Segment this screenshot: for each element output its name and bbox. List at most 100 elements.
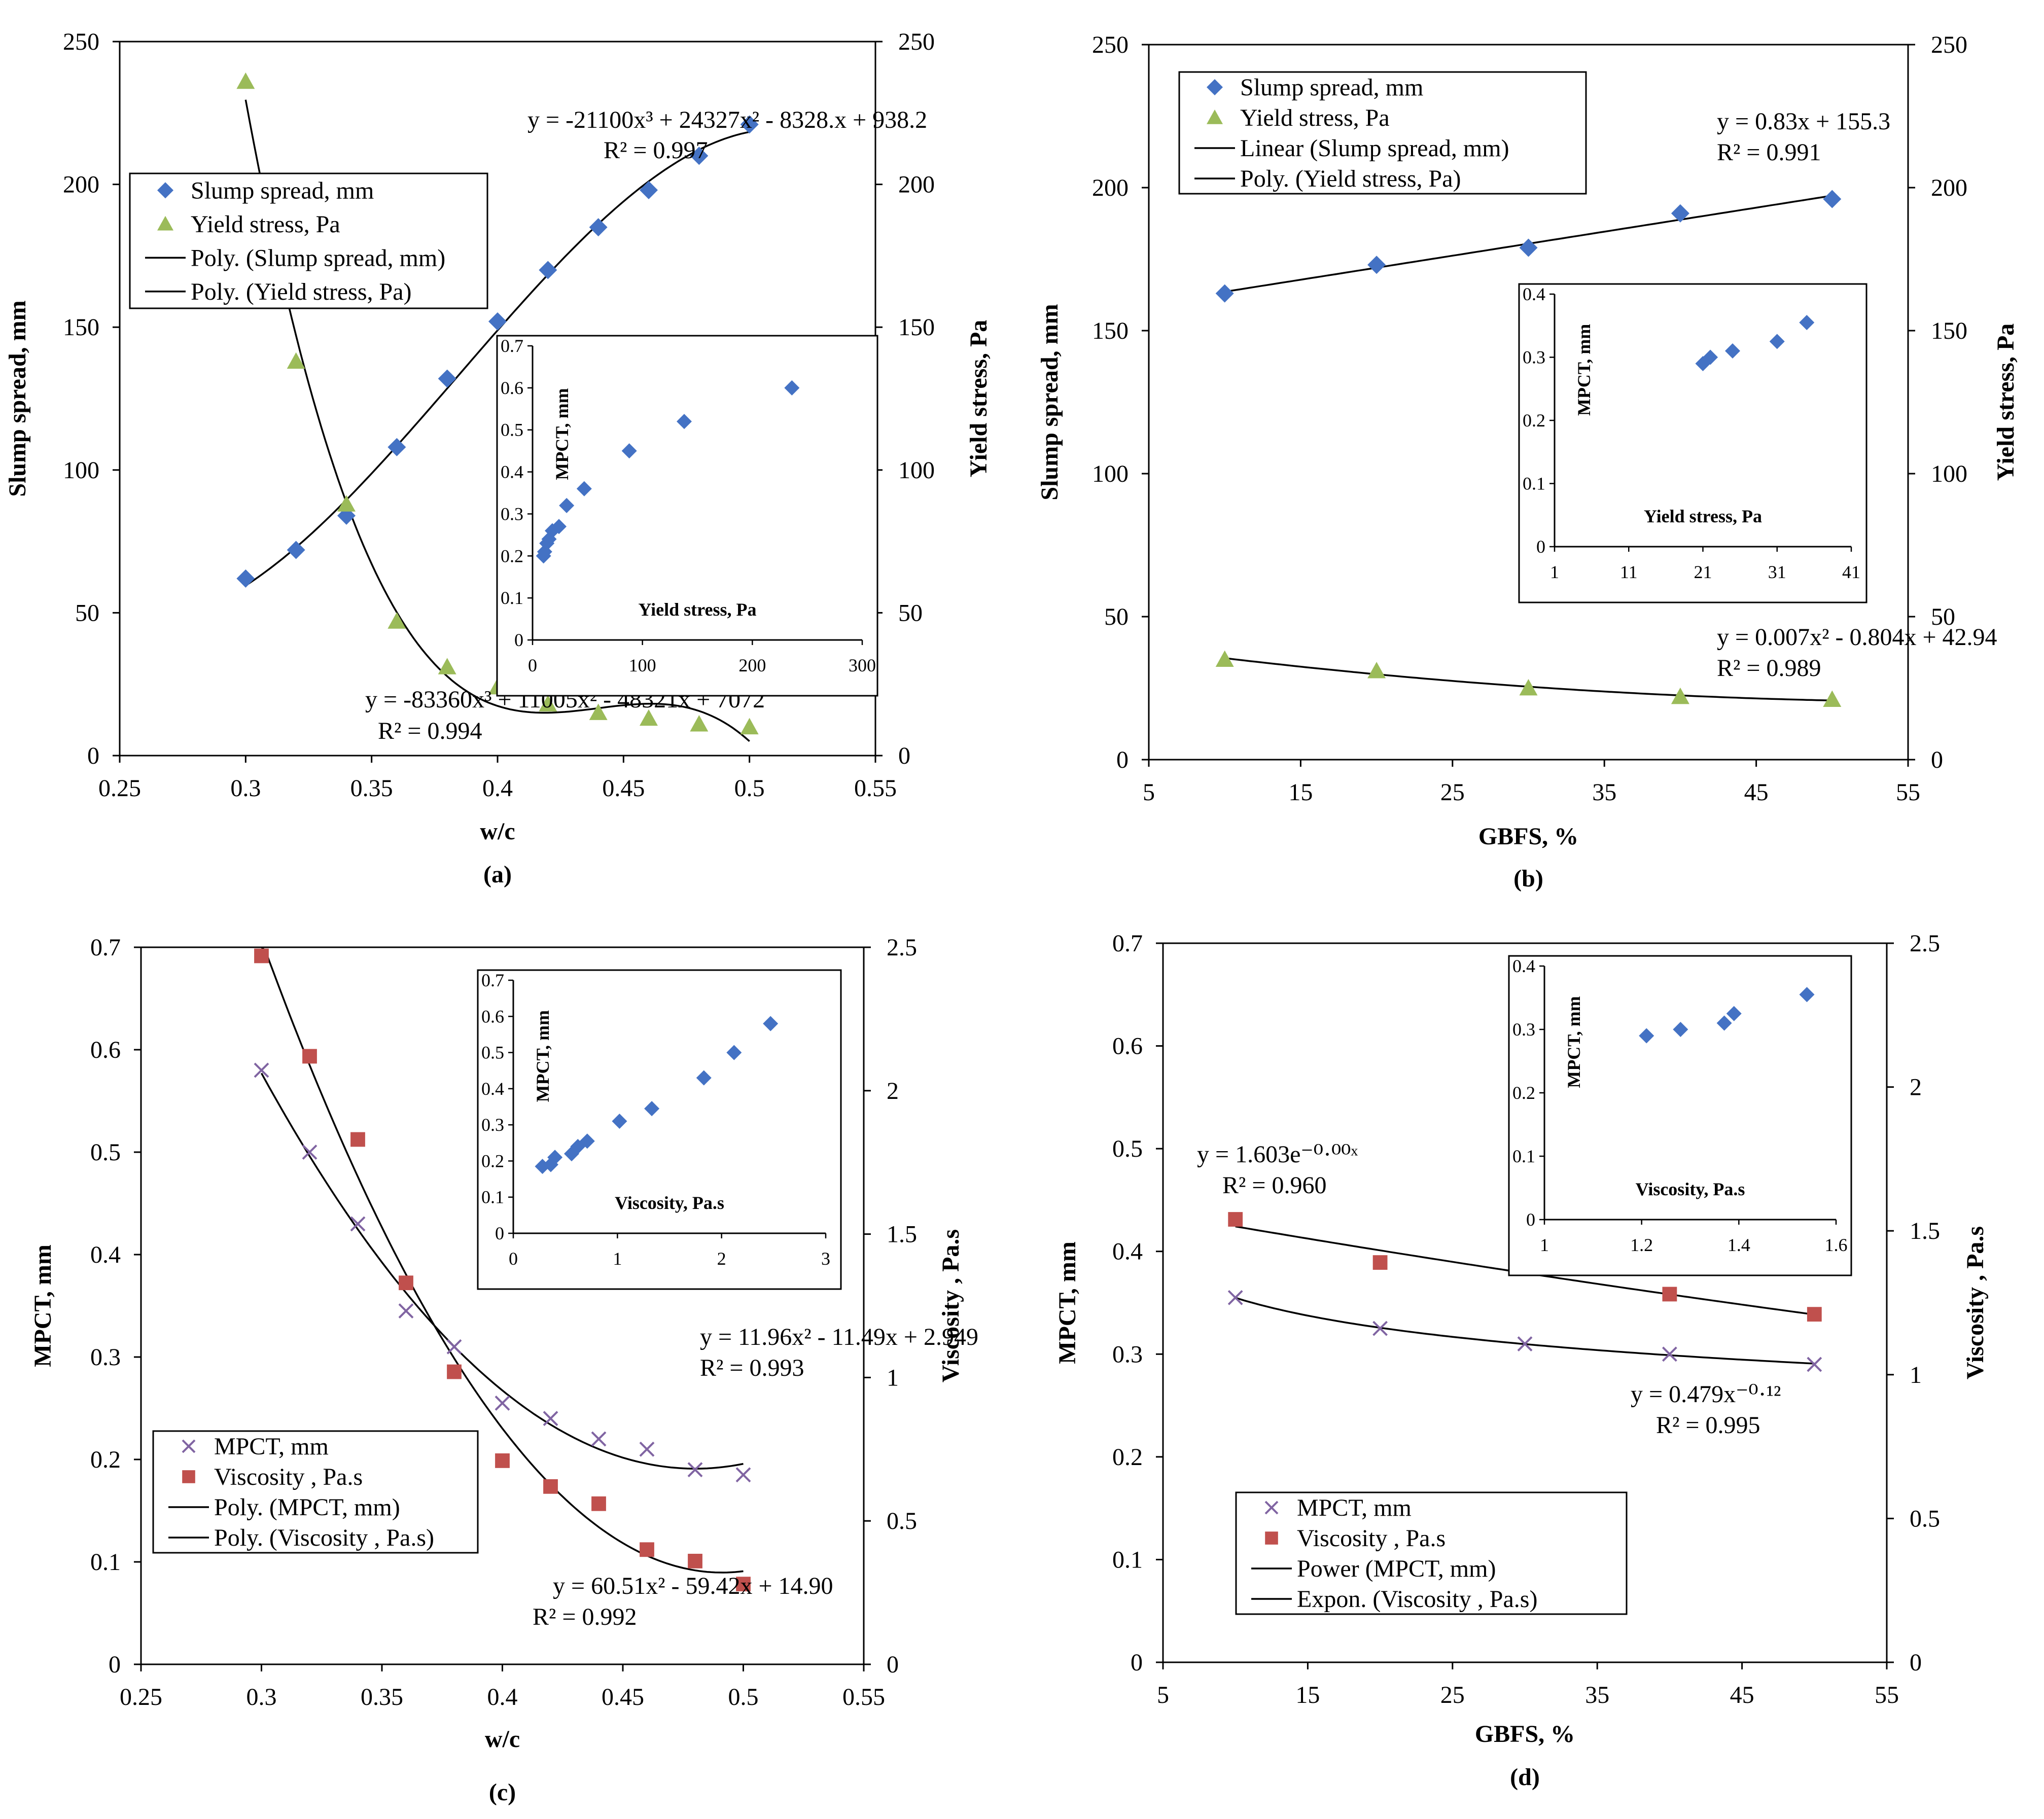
data-point-series-0 (1215, 284, 1234, 303)
y2-tick-label: 0.5 (887, 1508, 917, 1535)
y2-tick-label: 1.5 (1910, 1218, 1940, 1244)
inset-y-tick-label: 0.3 (501, 504, 523, 524)
y2-tick-label: 100 (1931, 460, 1967, 487)
inset-data-point (579, 1133, 595, 1149)
data-point-series-1 (1823, 690, 1842, 707)
inset-x-tick-label: 300 (849, 655, 876, 675)
x-axis-title: w/c (485, 1726, 520, 1753)
inset-y-tick-label: 0.4 (1523, 284, 1545, 304)
inset-frame (477, 969, 842, 1290)
y2-tick-label: 2 (887, 1078, 899, 1104)
legend-entry: MPCT, mm (214, 1433, 329, 1460)
inset-y-tick-label: 0 (495, 1223, 504, 1243)
data-point-series-0 (446, 1339, 462, 1354)
inset-y-tick-label: 0.2 (1523, 410, 1545, 431)
y-tick-label: 0.4 (90, 1241, 121, 1268)
data-point-series-1 (591, 1496, 606, 1511)
y-tick-label: 0 (1131, 1649, 1143, 1676)
data-point-series-1 (302, 1049, 317, 1064)
data-point-series-0 (1227, 1290, 1243, 1305)
x-tick-label: 0.5 (728, 1684, 759, 1710)
y2-tick-label: 2.5 (1910, 930, 1940, 957)
y2-tick-label: 250 (898, 28, 935, 55)
inset-x-tick-label: 1.6 (1825, 1235, 1848, 1255)
inset-x-tick-label: 1 (613, 1249, 622, 1269)
inset-data-point (1799, 987, 1815, 1003)
inset-x-title: Viscosity, Pa.s (615, 1193, 724, 1213)
legend-entry: Slump spread, mm (1240, 74, 1423, 101)
y-tick-label: 0.6 (90, 1037, 121, 1063)
x-tick-label: 0.5 (734, 775, 765, 802)
inset-x-tick-label: 1 (1540, 1235, 1549, 1255)
y2-tick-label: 250 (1931, 31, 1967, 58)
data-point-series-1 (1367, 662, 1386, 679)
inset-y-tick-label: 0.5 (501, 420, 523, 440)
legend-entry: Expon. (Viscosity , Pa.s) (1297, 1586, 1537, 1613)
data-point-series-1 (1519, 679, 1538, 696)
y-tick-label: 150 (1092, 317, 1129, 344)
inset-x-tick-label: 200 (738, 655, 766, 675)
data-point-series-1 (1671, 687, 1689, 704)
y2-axis-title: Yield stress, Pa (965, 320, 992, 478)
y-tick-label: 200 (1092, 174, 1129, 201)
trend-r2: R² = 0.960 (1222, 1172, 1326, 1199)
y2-tick-label: 200 (898, 171, 935, 198)
inset-y-tick-label: 0 (1536, 537, 1545, 557)
chart-panel-3: 5 15 25 35 45 55 0 0.1 0.2 0.3 0.4 0.5 0.6 0.7 0 0.5 1 1.… (1054, 930, 1989, 1791)
y2-tick-label: 0.5 (1910, 1505, 1940, 1532)
x-axis-title: GBFS, % (1478, 823, 1578, 850)
trend-equation: y = 0.83x + 155.3 (1717, 108, 1890, 135)
inset-y-tick-label: 0.1 (1523, 474, 1545, 494)
data-point-series-0 (1807, 1357, 1822, 1372)
data-point-series-0 (1367, 256, 1386, 274)
inset-y-tick-label: 0.1 (501, 588, 523, 608)
y-tick-label: 0.1 (90, 1549, 121, 1576)
data-point-series-1 (254, 948, 269, 964)
data-point-series-1 (337, 495, 356, 512)
x-tick-label: 0.35 (350, 775, 393, 802)
inset-y-tick-label: 0 (514, 630, 523, 650)
data-point-series-0 (302, 1145, 318, 1160)
data-point-series-1 (399, 1275, 413, 1291)
inset-y-tick-label: 0.2 (481, 1151, 504, 1171)
trend-equation: y = -21100x³ + 24327x² - 8328.x + 938.2 (527, 106, 927, 133)
inset-x-tick-label: 41 (1842, 562, 1860, 582)
data-point-series-0 (1517, 1336, 1533, 1351)
legend-marker (157, 182, 173, 199)
panel-label: (c) (489, 1779, 516, 1806)
legend-marker (1207, 79, 1223, 95)
data-point-series-0 (1823, 190, 1842, 208)
inset-frame (1518, 283, 1867, 603)
data-point-series-1 (1372, 1255, 1388, 1270)
y-tick-label: 250 (1092, 31, 1129, 58)
inset-data-point (677, 414, 692, 430)
x-tick-label: 55 (1896, 779, 1920, 806)
y2-tick-label: 150 (898, 314, 935, 341)
legend-entry: Slump spread, mm (191, 177, 374, 204)
x-tick-label: 0.45 (602, 775, 645, 802)
trend-r2: R² = 0.991 (1717, 139, 1821, 166)
data-point-series-1 (1807, 1307, 1822, 1322)
inset-x-tick-label: 0 (509, 1249, 518, 1269)
trend-r2: R² = 0.993 (700, 1354, 804, 1381)
trendline-series-0 (260, 1073, 744, 1470)
inset-data-point (1703, 349, 1718, 365)
legend-entry: Viscosity , Pa.s (214, 1464, 363, 1490)
data-point-series-0 (495, 1395, 510, 1411)
data-point-series-1 (438, 658, 456, 674)
trend-r2: R² = 0.992 (533, 1603, 637, 1630)
data-point-series-0 (236, 569, 255, 588)
inset-y-tick-label: 0.2 (1512, 1083, 1535, 1103)
legend-entry: Poly. (MPCT, mm) (214, 1494, 400, 1521)
data-point-series-0 (488, 312, 507, 331)
y-tick-label: 0.7 (90, 934, 121, 961)
panel-label: (b) (1513, 865, 1543, 892)
inset-data-point (644, 1101, 660, 1117)
y-tick-label: 0.1 (1112, 1546, 1143, 1573)
inset-y-tick-label: 0 (1526, 1209, 1535, 1230)
data-point-series-0 (640, 181, 658, 199)
data-point-series-0 (735, 1467, 751, 1483)
x-tick-label: 0.4 (487, 1684, 518, 1710)
legend-marker (157, 216, 173, 231)
